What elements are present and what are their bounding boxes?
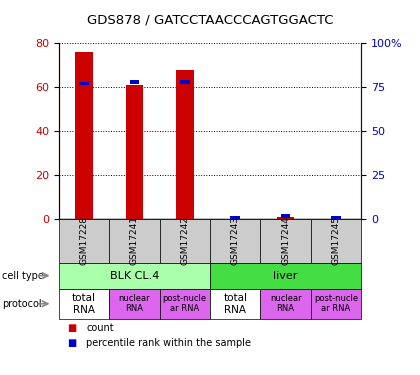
Text: GSM17242: GSM17242 [180, 216, 189, 266]
Text: GSM17228: GSM17228 [79, 216, 89, 266]
Bar [277, 217, 294, 219]
Text: GSM17241: GSM17241 [130, 216, 139, 266]
Text: nuclear
RNA: nuclear RNA [118, 294, 150, 314]
Bar [126, 85, 143, 219]
Text: count: count [86, 323, 114, 333]
Text: GDS878 / GATCCTAACCCAGTGGACTC: GDS878 / GATCCTAACCCAGTGGACTC [87, 13, 333, 26]
Text: post-nucle
ar RNA: post-nucle ar RNA [314, 294, 358, 314]
Text: total
RNA: total RNA [72, 293, 96, 315]
Bar [230, 216, 240, 219]
Text: GSM17244: GSM17244 [281, 216, 290, 266]
Bar [281, 214, 291, 217]
Text: ■: ■ [67, 338, 76, 348]
Bar [75, 52, 93, 219]
Text: GSM17243: GSM17243 [231, 216, 240, 266]
Bar [129, 80, 139, 84]
Text: BLK CL.4: BLK CL.4 [110, 271, 159, 280]
Bar [331, 216, 341, 219]
Text: cell type: cell type [2, 271, 44, 280]
Bar [176, 70, 194, 219]
Text: total
RNA: total RNA [223, 293, 247, 315]
Text: liver: liver [273, 271, 298, 280]
Text: percentile rank within the sample: percentile rank within the sample [86, 338, 251, 348]
Bar [180, 80, 190, 84]
Bar [79, 82, 89, 86]
Text: post-nucle
ar RNA: post-nucle ar RNA [163, 294, 207, 314]
Text: ■: ■ [67, 323, 76, 333]
Text: nuclear
RNA: nuclear RNA [270, 294, 302, 314]
Text: protocol: protocol [2, 299, 42, 309]
Text: GSM17245: GSM17245 [331, 216, 341, 266]
